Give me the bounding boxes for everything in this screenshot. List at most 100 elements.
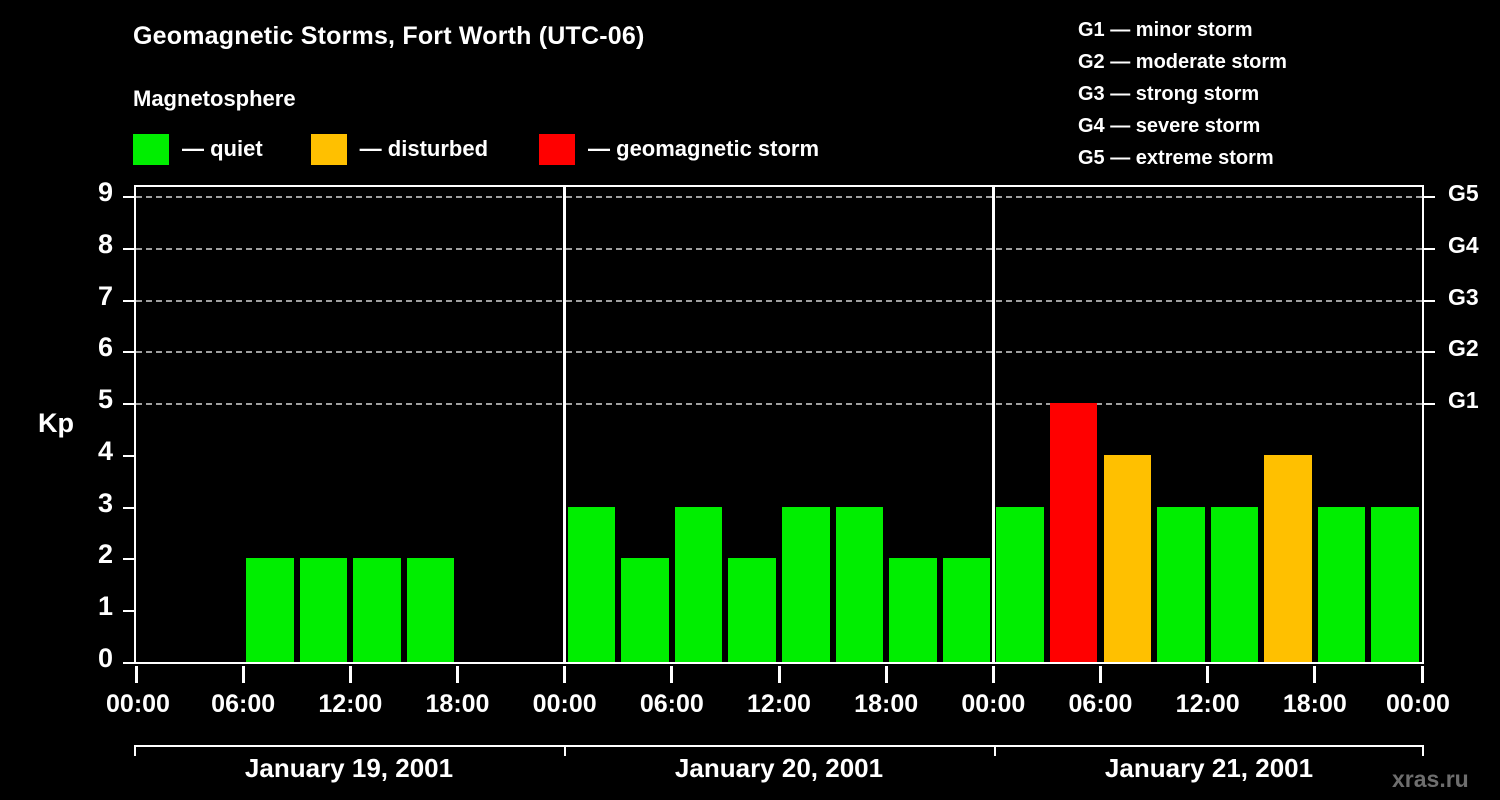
- g-tick-label-g1: G1: [1448, 387, 1479, 414]
- y-tick-mark-6: [123, 351, 134, 354]
- x-tick-mark-7: [884, 666, 888, 683]
- g-tick-label-g3: G3: [1448, 283, 1479, 310]
- x-tick-mark-4: [563, 666, 567, 683]
- g-tick-mark-g4: [1424, 247, 1435, 250]
- x-tick-label-12: 00:00: [1386, 690, 1450, 718]
- kp-bar: [942, 558, 991, 662]
- legend-swatch-quiet: [133, 133, 169, 165]
- legend-entry-quiet: — quiet: [133, 133, 263, 165]
- legend-entry-disturbed: — disturbed: [310, 133, 489, 165]
- kp-bar: [674, 506, 723, 662]
- kp-bar: [406, 558, 455, 662]
- g-tick-mark-g2: [1424, 351, 1435, 354]
- y-tick-label-1: 1: [97, 591, 113, 622]
- x-tick-label-2: 12:00: [318, 690, 383, 718]
- kp-bar: [353, 558, 401, 662]
- x-tick-mark-9: [1099, 666, 1102, 683]
- g-tick-mark-g1: [1424, 403, 1435, 406]
- day-axis-rule: [134, 745, 1424, 747]
- kp-bar: [299, 558, 348, 662]
- legend-label-disturbed: — disturbed: [359, 136, 489, 161]
- gridline-kp-5: [136, 403, 1422, 406]
- legend-label-quiet: — quiet: [182, 136, 263, 161]
- y-tick-mark-0: [123, 662, 134, 664]
- x-tick-label-11: 18:00: [1282, 690, 1347, 718]
- kp-bar: [1371, 506, 1419, 662]
- y-tick-label-3: 3: [97, 487, 113, 518]
- kp-bar: [835, 506, 884, 662]
- x-tick-mark-0: [134, 666, 138, 683]
- legend-swatch-disturbed: [310, 133, 347, 165]
- y-tick-mark-3: [123, 506, 134, 509]
- y-tick-mark-5: [123, 403, 134, 406]
- y-tick-mark-7: [123, 299, 134, 302]
- g-tick-mark-g5: [1424, 196, 1435, 198]
- x-tick-mark-5: [670, 666, 674, 683]
- x-tick-label-0: 00:00: [106, 690, 170, 718]
- x-tick-mark-11: [1313, 666, 1317, 683]
- gscale-row-g2: G2 — moderate storm: [1078, 51, 1287, 73]
- y-tick-label-2: 2: [97, 539, 113, 570]
- gscale-row-g5: G5 — extreme storm: [1078, 147, 1274, 169]
- y-tick-mark-2: [123, 558, 134, 561]
- kp-bar: [1103, 454, 1152, 662]
- x-tick-label-6: 12:00: [747, 690, 811, 718]
- y-axis-title: Kp: [38, 408, 74, 438]
- g-tick-label-g5: G5: [1448, 180, 1479, 206]
- y-tick-label-0: 0: [97, 643, 113, 673]
- y-tick-label-5: 5: [97, 384, 113, 415]
- kp-bar: [1317, 506, 1366, 662]
- y-tick-label-4: 4: [97, 435, 113, 466]
- x-tick-label-3: 18:00: [425, 690, 490, 718]
- kp-bar: [996, 506, 1044, 662]
- day-label-3: January 21, 2001: [1104, 753, 1314, 783]
- x-tick-mark-10: [1206, 666, 1210, 683]
- x-tick-mark-3: [456, 666, 459, 683]
- gscale-row-g1: G1 — minor storm: [1078, 19, 1253, 41]
- y-tick-mark-8: [123, 247, 134, 250]
- x-tick-label-8: 00:00: [961, 690, 1026, 718]
- day-axis-tick-2: [994, 745, 996, 756]
- kp-bar: [1049, 403, 1098, 662]
- y-tick-label-7: 7: [97, 280, 113, 311]
- gscale-legend: G1 — minor storm G2 — moderate storm G3 — …: [1078, 14, 1287, 174]
- kp-bar: [728, 558, 776, 662]
- y-tick-label-6: 6: [97, 332, 113, 363]
- g-tick-mark-g3: [1424, 299, 1435, 302]
- kp-bar: [889, 558, 937, 662]
- gridline-kp-7: [136, 299, 1422, 302]
- x-tick-label-7: 18:00: [854, 690, 919, 718]
- y-tick-label-9: 9: [97, 177, 113, 207]
- x-tick-label-9: 06:00: [1068, 690, 1133, 718]
- day-divider-2: [991, 187, 995, 662]
- day-axis-tick-1: [564, 745, 566, 756]
- x-tick-mark-2: [348, 666, 352, 683]
- watermark: xras.ru: [1392, 766, 1469, 792]
- chart-canvas: [136, 187, 1422, 662]
- gridline-kp-6: [136, 351, 1422, 354]
- x-tick-mark-1: [241, 666, 245, 683]
- chart-plot-area: [134, 185, 1424, 664]
- kp-bar: [246, 558, 294, 662]
- day-axis: [134, 745, 1424, 756]
- kp-bar: [1264, 454, 1312, 662]
- day-label-1: January 19, 2001: [244, 753, 454, 783]
- x-tick-mark-8: [991, 666, 995, 683]
- y-tick-mark-4: [123, 454, 134, 457]
- legend-label-geomagnetic-storm: — geomagnetic storm: [588, 136, 820, 161]
- x-tick-mark-12: [1420, 666, 1424, 683]
- legend-entry-geomagnetic-storm: — geomagnetic storm: [539, 133, 820, 165]
- gridline-kp-9: [136, 196, 1422, 198]
- day-axis-tick-0: [134, 745, 136, 756]
- magnetosphere-heading: Magnetosphere: [133, 86, 296, 111]
- kp-bar: [1210, 506, 1259, 662]
- y-tick-mark-1: [123, 610, 134, 613]
- kp-bar: [621, 558, 669, 662]
- x-tick-label-4: 00:00: [532, 690, 597, 718]
- kp-bar: [567, 506, 616, 662]
- page-title: Geomagnetic Storms, Fort Worth (UTC-06): [133, 22, 645, 50]
- day-axis-tick-3: [1422, 745, 1424, 756]
- kp-bar: [1157, 506, 1205, 662]
- y-tick-mark-9: [123, 196, 134, 198]
- kp-bar: [782, 506, 830, 662]
